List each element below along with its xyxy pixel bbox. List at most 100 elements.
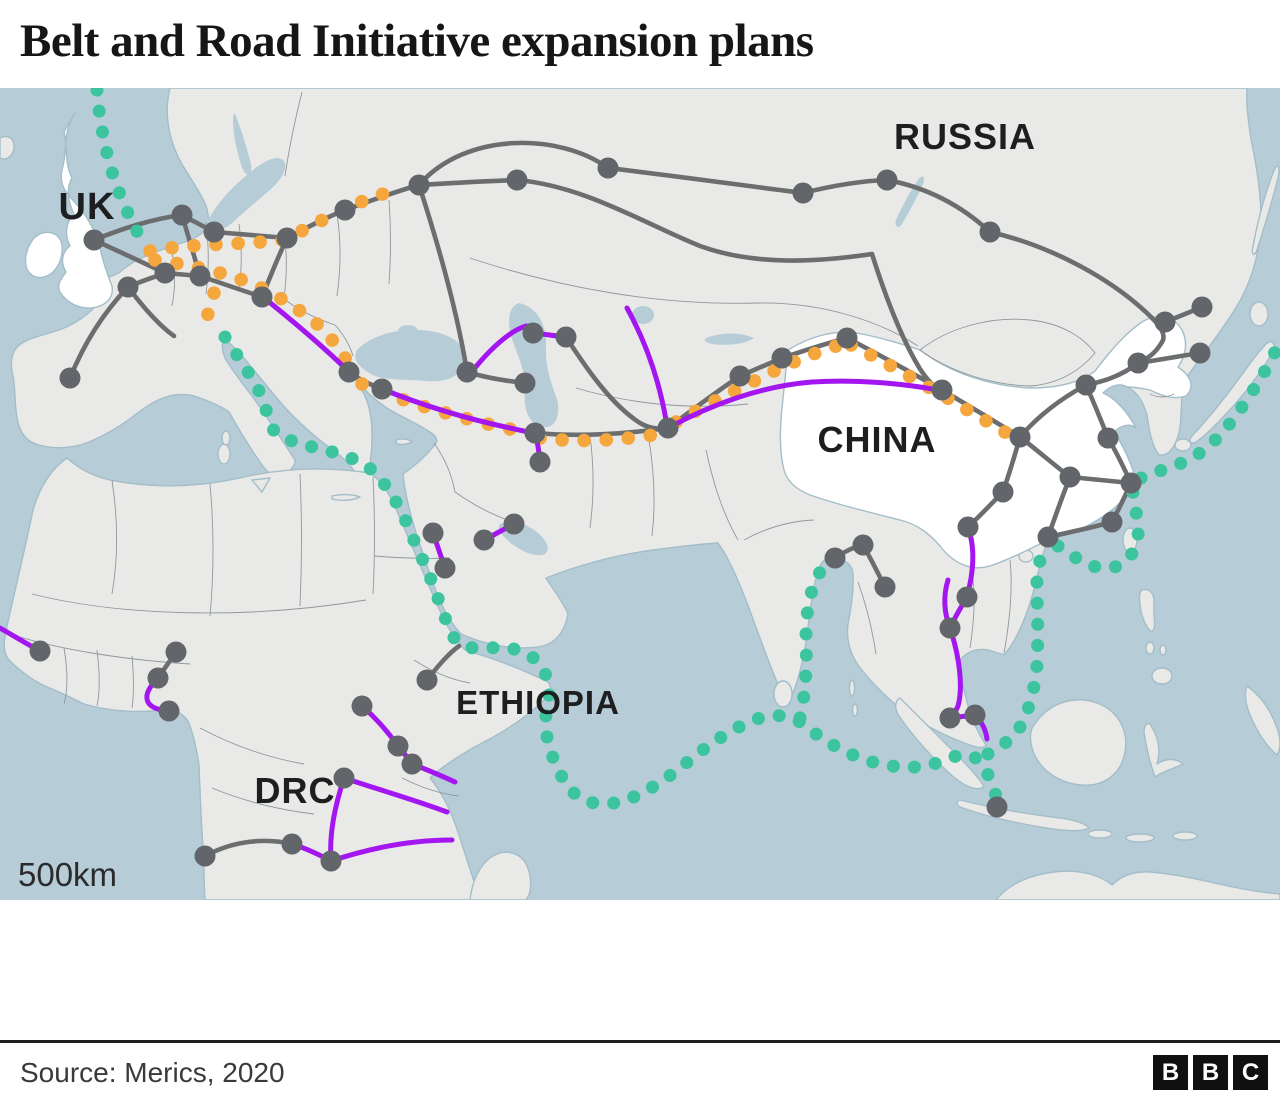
station-marker	[276, 227, 298, 249]
station-marker	[957, 516, 979, 538]
lesser-sunda-1	[1087, 829, 1113, 839]
maritime-road-route	[981, 540, 1052, 761]
maritime-road-route	[1051, 477, 1145, 575]
maritime-road-layer	[90, 88, 1280, 811]
station-marker	[1037, 526, 1059, 548]
station-marker	[351, 695, 373, 717]
map-labels-layer: UK RUSSIA CHINA ETHIOPIA DRC	[59, 116, 1035, 811]
station-marker	[320, 850, 342, 872]
gulf-of-bothnia	[233, 113, 252, 175]
hokkaido	[1249, 301, 1269, 327]
station-marker	[333, 767, 355, 789]
andaman-2	[851, 703, 859, 717]
planned-railway	[328, 837, 455, 864]
planned-railway	[624, 305, 669, 423]
station-marker	[1075, 374, 1097, 396]
luzon	[1138, 588, 1156, 633]
station-marker	[165, 641, 187, 663]
station-marker	[1097, 427, 1119, 449]
bbc-logo-letter: B	[1153, 1055, 1188, 1090]
station-marker	[158, 700, 180, 722]
australia-fragment	[995, 870, 1280, 900]
station-marker	[503, 513, 525, 535]
new-guinea-fragment	[1244, 685, 1280, 756]
station-marker	[771, 347, 793, 369]
cyprus	[395, 438, 413, 446]
station-marker	[1191, 296, 1213, 318]
page-title: Belt and Road Initiative expansion plans	[20, 15, 814, 67]
station-marker	[416, 669, 438, 691]
existing-railway	[416, 140, 611, 188]
station-marker	[992, 481, 1014, 503]
station-marker	[1127, 352, 1149, 374]
station-marker	[334, 199, 356, 221]
map-label-uk: UK	[59, 186, 116, 228]
station-marker	[117, 276, 139, 298]
station-marker	[876, 169, 898, 191]
source-credit: Source: Merics, 2020	[20, 1057, 285, 1088]
station-marker	[189, 265, 211, 287]
station-marker	[514, 372, 536, 394]
visayas-2	[1159, 644, 1167, 656]
economic-belt-route	[143, 183, 404, 258]
station-marker	[524, 422, 546, 444]
existing-railway	[605, 165, 806, 196]
station-marker	[1189, 342, 1211, 364]
existing-railway	[884, 177, 993, 235]
caspian-sea	[509, 303, 559, 428]
station-marker	[939, 707, 961, 729]
crete	[331, 493, 361, 502]
station-marker	[824, 547, 846, 569]
madagascar-fragment	[469, 851, 532, 900]
station-marker	[422, 522, 444, 544]
station-marker	[59, 367, 81, 389]
station-marker	[956, 586, 978, 608]
station-marker	[203, 221, 225, 243]
station-marker	[401, 753, 423, 775]
station-marker	[338, 361, 360, 383]
economic-belt-route	[669, 337, 850, 429]
planned-railway	[341, 775, 450, 815]
station-marker	[473, 529, 495, 551]
station-marker	[555, 326, 577, 348]
footer: Source: Merics, 2020 B B C	[0, 1040, 1280, 1102]
station-marker	[522, 322, 544, 344]
lesser-sunda-2	[1125, 833, 1155, 843]
station-marker	[792, 182, 814, 204]
economic-belt-route	[200, 286, 221, 327]
station-marker	[1009, 426, 1031, 448]
station-marker	[387, 735, 409, 757]
africa-landmass	[3, 457, 552, 900]
sumatra	[895, 697, 985, 790]
existing-railway	[987, 229, 1166, 388]
map-label-china: CHINA	[818, 419, 937, 460]
borneo	[1029, 699, 1127, 786]
iceland-fragment	[0, 135, 15, 160]
lesser-sunda-3	[1172, 831, 1198, 841]
station-marker	[729, 365, 751, 387]
bbc-logo: B B C	[1153, 1055, 1268, 1090]
station-marker	[29, 640, 51, 662]
black-sea	[355, 329, 466, 382]
station-marker	[434, 557, 456, 579]
station-marker	[154, 262, 176, 284]
sri-lanka	[773, 680, 793, 708]
mindanao	[1151, 667, 1173, 685]
baltic-sea	[208, 157, 286, 229]
station-marker	[964, 704, 986, 726]
station-marker	[597, 157, 619, 179]
station-marker	[408, 174, 430, 196]
sulawesi	[1143, 722, 1184, 778]
economic-belt-route	[533, 427, 667, 448]
station-marker	[506, 169, 528, 191]
bbc-logo-letter: B	[1193, 1055, 1228, 1090]
aral-sea	[632, 306, 654, 324]
borders-layer	[9, 91, 1175, 815]
mongolia-border	[919, 318, 1096, 387]
station-marker	[1154, 311, 1176, 333]
map-label-ethiopia: ETHIOPIA	[456, 684, 620, 721]
station-marker	[147, 667, 169, 689]
map-label-drc: DRC	[255, 770, 336, 811]
scale-km-label: 500km	[18, 856, 118, 893]
sakhalin	[1251, 165, 1280, 256]
